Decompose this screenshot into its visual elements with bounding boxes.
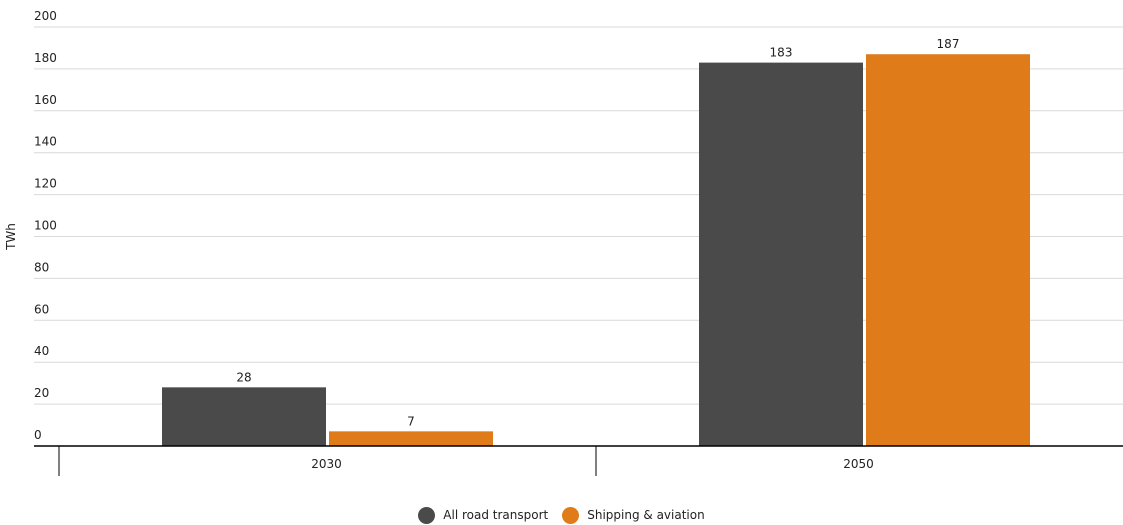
legend-label: Shipping & aviation — [587, 508, 705, 522]
y-tick-label: 60 — [34, 302, 49, 316]
legend-item: Shipping & aviation — [562, 506, 705, 524]
y-tick-label: 0 — [34, 428, 42, 442]
x-axis: 2030 2050 — [34, 445, 1123, 476]
legend-item: All road transport — [418, 506, 549, 524]
legend: All road transport Shipping & aviation — [0, 505, 1123, 525]
legend-swatch — [562, 506, 580, 524]
gridlines — [34, 26, 1123, 405]
bar-chart: 0 20 40 60 80 100 120 140 160 180 200 TWh 28 7 183 18… — [4, 9, 1123, 476]
data-label: 28 — [236, 370, 251, 384]
x-category-label: 2030 — [311, 457, 342, 471]
y-axis-ticks: 0 20 40 60 80 100 120 140 160 180 200 — [34, 9, 57, 442]
data-label: 7 — [407, 414, 415, 428]
bar-all-road-transport-2030 — [162, 387, 326, 446]
bars — [162, 54, 1030, 447]
data-labels: 28 7 183 187 — [236, 37, 959, 428]
legend-swatch — [418, 506, 436, 524]
y-tick-label: 120 — [34, 177, 57, 191]
bar-shipping-aviation-2030 — [329, 431, 493, 446]
y-axis-title: TWh — [4, 223, 18, 251]
data-label: 187 — [937, 37, 960, 51]
x-category-label: 2050 — [843, 457, 874, 471]
y-tick-label: 160 — [34, 93, 57, 107]
y-tick-label: 100 — [34, 219, 57, 233]
bar-all-road-transport-2050 — [699, 62, 863, 447]
legend-label: All road transport — [443, 508, 549, 522]
y-tick-label: 200 — [34, 9, 57, 23]
y-tick-label: 140 — [34, 135, 57, 149]
y-tick-label: 80 — [34, 260, 49, 274]
data-label: 183 — [770, 46, 793, 60]
y-tick-label: 20 — [34, 386, 49, 400]
bar-shipping-aviation-2050 — [866, 54, 1030, 447]
y-tick-label: 180 — [34, 51, 57, 65]
y-tick-label: 40 — [34, 344, 49, 358]
